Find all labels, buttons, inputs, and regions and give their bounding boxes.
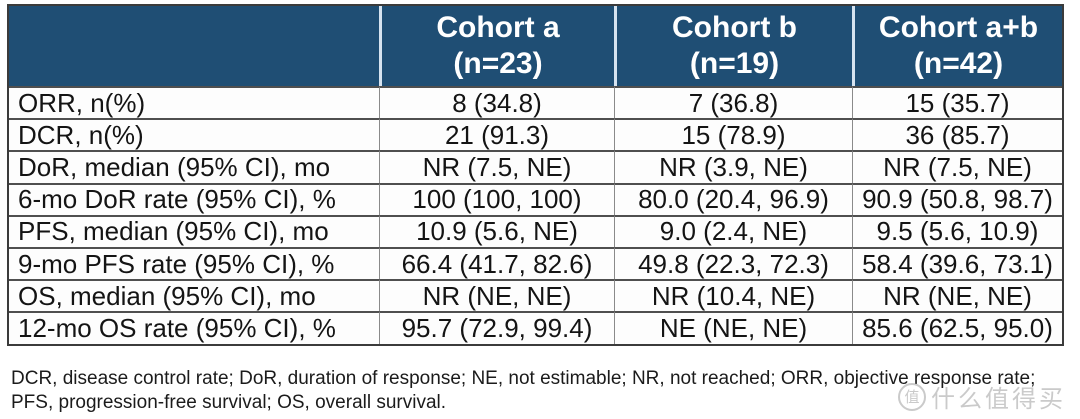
- header-cohort-a: Cohort a (n=23): [379, 6, 614, 86]
- smzdm-watermark: 值 什么值得买: [898, 379, 1066, 414]
- dor-6mo-rate-row-label: 6-mo DoR rate (95% CI), %: [9, 182, 379, 215]
- orr-row-label: ORR, n(%): [9, 86, 379, 118]
- pfs-9mo-rate-row-label: 9-mo PFS rate (95% CI), %: [9, 246, 379, 279]
- pfs-median-row-label: PFS, median (95% CI), mo: [9, 214, 379, 247]
- os-median-cohort-ab-value: NR (NE, NE): [852, 279, 1062, 312]
- os-12mo-rate-cohort-b-value: NE (NE, NE): [614, 311, 852, 344]
- header-cohort-ab: Cohort a+b (n=42): [852, 6, 1062, 86]
- os-median-cohort-a-value: NR (NE, NE): [379, 279, 614, 312]
- footnote-line-1: DCR, disease control rate; DoR, duration…: [11, 368, 1036, 389]
- smzdm-watermark-text: 什么值得买: [931, 386, 1066, 413]
- pfs-median-cohort-a-value: 10.9 (5.6, NE): [379, 214, 614, 247]
- orr-cohort-a-value: 8 (34.8): [379, 86, 614, 119]
- header-corner-cell: [9, 6, 379, 86]
- pfs-median-cohort-ab-value: 9.5 (5.6, 10.9): [852, 214, 1062, 247]
- os-12mo-rate-cohort-a-value: 95.7 (72.9, 99.4): [379, 311, 614, 344]
- abbreviations-footnote: DCR, disease control rate; DoR, duration…: [11, 367, 1073, 415]
- dor-median-cohort-a-value: NR (7.5, NE): [379, 150, 614, 183]
- efficacy-results-table: Cohort a (n=23) Cohort b (n=19) Cohort a…: [7, 4, 1064, 346]
- orr-cohort-b-value: 7 (36.8): [614, 86, 852, 119]
- dcr-row-label: DCR, n(%): [9, 118, 379, 150]
- pfs-9mo-rate-cohort-b-value: 49.8 (22.3, 72.3): [614, 246, 852, 280]
- header-cohort-b-name: Cohort b: [672, 11, 797, 44]
- dor-median-cohort-ab-value: NR (7.5, NE): [852, 150, 1062, 183]
- pfs-median-cohort-b-value: 9.0 (2.4, NE): [614, 214, 852, 247]
- header-cohort-b: Cohort b (n=19): [614, 6, 852, 86]
- dor-6mo-rate-cohort-ab-value: 90.9 (50.8, 98.7): [852, 182, 1062, 215]
- os-12mo-rate-cohort-ab-value: 85.6 (62.5, 95.0): [852, 311, 1062, 344]
- header-cohort-a-name: Cohort a: [436, 11, 560, 44]
- pfs-9mo-rate-cohort-ab-value: 58.4 (39.6, 73.1): [852, 246, 1062, 280]
- footnote-line-2: PFS, progression-free survival; OS, over…: [11, 392, 447, 413]
- header-cohort-ab-n: (n=42): [913, 47, 1004, 80]
- os-12mo-rate-row-label: 12-mo OS rate (95% CI), %: [9, 311, 379, 343]
- header-cohort-a-n: (n=23): [453, 47, 543, 80]
- dor-6mo-rate-cohort-b-value: 80.0 (20.4, 96.9): [614, 182, 852, 215]
- dcr-cohort-ab-value: 36 (85.7): [852, 118, 1062, 151]
- smzdm-badge-icon: 值: [898, 382, 926, 411]
- os-median-row-label: OS, median (95% CI), mo: [9, 279, 379, 311]
- dor-median-row-label: DoR, median (95% CI), mo: [9, 150, 379, 182]
- dor-6mo-rate-cohort-a-value: 100 (100, 100): [379, 182, 614, 215]
- dcr-cohort-a-value: 21 (91.3): [379, 118, 614, 151]
- dor-median-cohort-b-value: NR (3.9, NE): [614, 150, 852, 183]
- header-cohort-b-n: (n=19): [689, 47, 780, 80]
- pfs-9mo-rate-cohort-a-value: 66.4 (41.7, 82.6): [379, 246, 614, 280]
- dcr-cohort-b-value: 15 (78.9): [614, 118, 852, 151]
- os-median-cohort-b-value: NR (10.4, NE): [614, 279, 852, 312]
- header-cohort-ab-name: Cohort a+b: [878, 11, 1039, 44]
- orr-cohort-ab-value: 15 (35.7): [852, 86, 1062, 119]
